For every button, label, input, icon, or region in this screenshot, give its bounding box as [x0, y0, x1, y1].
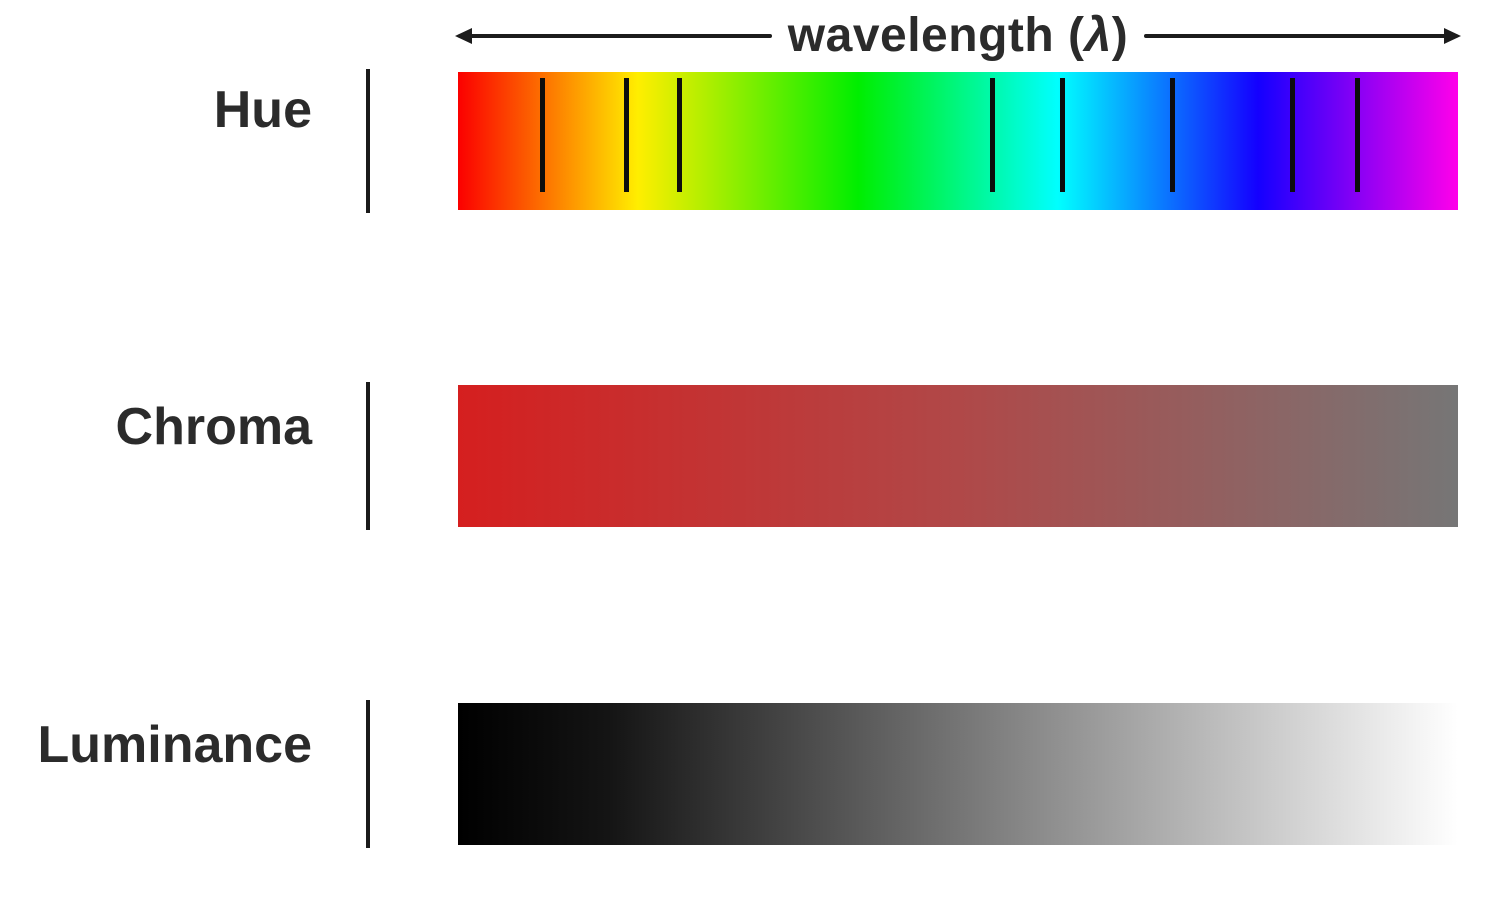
wavelength-label-text: wavelength (	[787, 9, 1085, 62]
hue-gradient-bar	[458, 72, 1458, 210]
hue-separator-line	[366, 69, 370, 213]
wavelength-label: wavelength (λ)	[788, 10, 1128, 62]
hue-label: Hue	[213, 81, 312, 139]
arrow-left-icon	[458, 34, 772, 38]
chroma-gradient-bar	[458, 385, 1458, 527]
luminance-label: Luminance	[37, 716, 313, 774]
chroma-label: Chroma	[115, 398, 312, 456]
wavelength-tick	[1290, 78, 1295, 192]
wavelength-tick	[624, 78, 629, 192]
arrow-right-icon	[1144, 34, 1458, 38]
wavelength-tick	[1355, 78, 1360, 192]
wavelength-tick	[1170, 78, 1175, 192]
wavelength-tick	[540, 78, 545, 192]
wavelength-tick	[677, 78, 682, 192]
luminance-gradient-bar	[458, 703, 1458, 845]
chroma-separator-line	[366, 382, 370, 530]
wavelength-tick	[1060, 78, 1065, 192]
wavelength-tick	[990, 78, 995, 192]
lambda-symbol: λ	[1084, 9, 1112, 62]
wavelength-label-close-paren: )	[1111, 9, 1129, 62]
luminance-separator-line	[366, 700, 370, 848]
wavelength-axis: wavelength (λ)	[458, 10, 1458, 62]
